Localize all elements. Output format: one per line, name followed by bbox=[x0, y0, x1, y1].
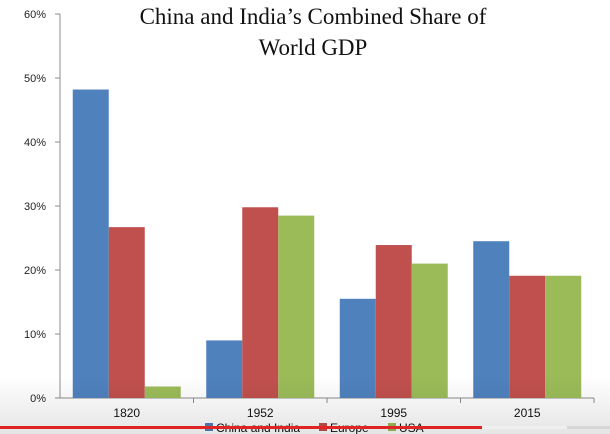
x-tick-label: 1820 bbox=[113, 406, 140, 420]
bar bbox=[545, 275, 582, 398]
y-tick-label: 10% bbox=[24, 329, 46, 341]
video-progress-played bbox=[0, 426, 482, 429]
bar bbox=[72, 89, 109, 399]
bar bbox=[108, 227, 145, 398]
bar bbox=[375, 245, 412, 398]
y-tick-label: 50% bbox=[24, 73, 46, 85]
bar bbox=[339, 298, 376, 398]
x-tick-label: 1995 bbox=[380, 406, 407, 420]
chart-title-line-2: World GDP bbox=[259, 35, 368, 60]
y-axis-ticks: 0% 10% 20% 30% 40% 50% 60% bbox=[24, 9, 60, 405]
x-tick-label: 1952 bbox=[247, 406, 274, 420]
video-progress-bar[interactable] bbox=[0, 426, 610, 429]
y-tick-label: 0% bbox=[30, 393, 46, 405]
y-tick-label: 40% bbox=[24, 137, 46, 149]
chart-title: China and India’s Combined Share of Worl… bbox=[140, 4, 487, 60]
bar bbox=[206, 340, 243, 398]
x-axis-labels: 1820 1952 1995 2015 bbox=[113, 398, 595, 420]
bar bbox=[509, 275, 546, 398]
y-tick-label: 30% bbox=[24, 201, 46, 213]
y-tick-label: 20% bbox=[24, 265, 46, 277]
bar bbox=[473, 241, 510, 398]
chart-title-line-1: China and India’s Combined Share of bbox=[140, 4, 487, 29]
y-tick-label: 60% bbox=[24, 9, 46, 21]
x-tick-label: 2015 bbox=[514, 406, 541, 420]
bar bbox=[278, 215, 315, 398]
bar bbox=[144, 386, 181, 398]
bar bbox=[242, 207, 279, 398]
bar bbox=[411, 263, 448, 398]
chart-bars bbox=[72, 89, 582, 399]
